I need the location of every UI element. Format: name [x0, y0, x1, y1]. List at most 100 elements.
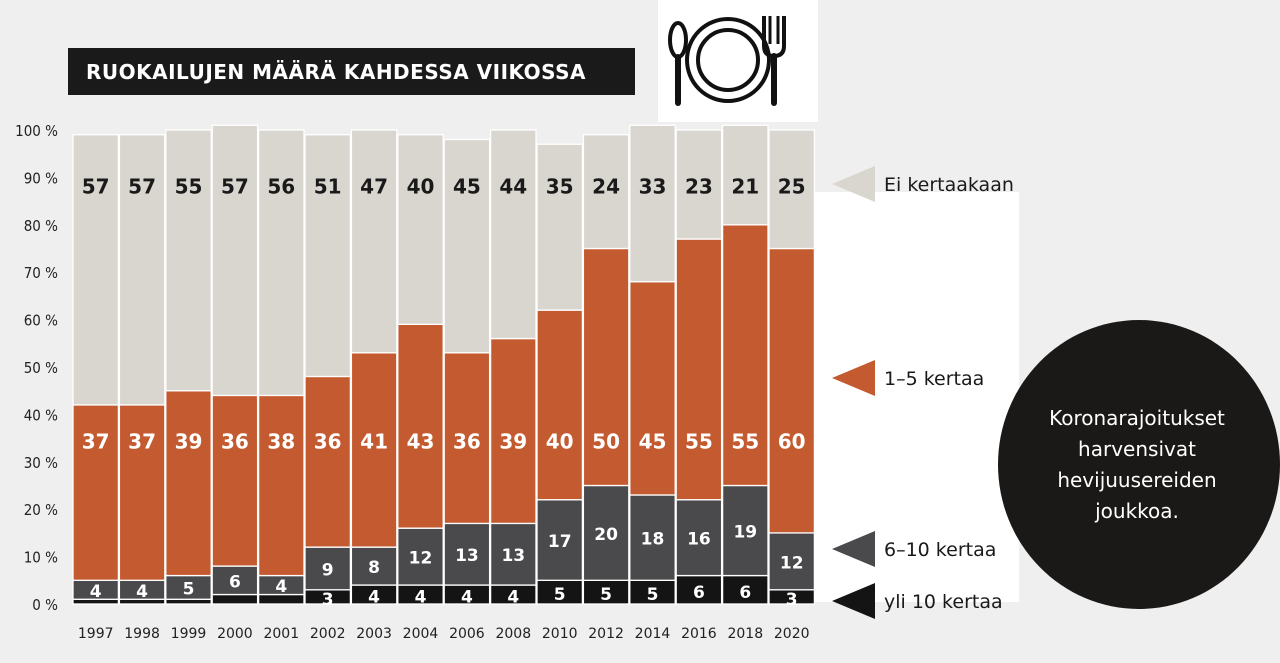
bar-segment-ei-kertaakaan-2014 [629, 124, 676, 283]
data-label-yli-10-kertaa-2010: 5 [554, 585, 566, 605]
data-label-6-10-kertaa-2016: 16 [687, 530, 711, 550]
legend-panel [812, 192, 1019, 602]
y-tick-label-60: 60 % [24, 312, 58, 330]
data-label-ei-kertaakaan-2010: 35 [546, 175, 574, 199]
data-label-ei-kertaakaan-1998: 57 [128, 175, 156, 199]
data-label-6-10-kertaa-2002: 9 [322, 560, 334, 580]
x-tick-label-1999: 1999 [171, 626, 207, 642]
y-tick-label-100: 100 % [15, 122, 58, 140]
data-label-yli-10-kertaa-2006: 4 [461, 588, 473, 608]
bar-segment-yli-10-kertaa-2000 [211, 593, 259, 605]
bar-segment-6-10-kertaa-2020 [768, 532, 816, 591]
callout-bubble: Koronarajoitukset harvensivat hevijuuser… [998, 320, 1280, 609]
bar-segment-ei-kertaakaan-1999 [165, 129, 212, 392]
bar-segment-1-5-kertaa-2001 [257, 394, 305, 577]
data-label-1-5-kertaa-2014: 45 [639, 430, 667, 454]
data-label-ei-kertaakaan-1997: 57 [82, 175, 110, 199]
data-label-6-10-kertaa-1997: 4 [90, 582, 102, 602]
bar-segment-ei-kertaakaan-2010 [536, 143, 584, 311]
bar-segment-6-10-kertaa-2016 [675, 499, 723, 577]
y-tick-label-40: 40 % [24, 406, 58, 424]
bar-segment-6-10-kertaa-2014 [629, 494, 676, 581]
data-label-1-5-kertaa-2018: 55 [731, 430, 759, 454]
x-tick-label-2000: 2000 [217, 626, 253, 642]
data-label-ei-kertaakaan-2018: 21 [731, 175, 759, 199]
data-label-6-10-kertaa-2003: 8 [368, 558, 380, 578]
x-axis-ticks: 1997 1998 1999 2000 2001 2002 2003 2004 2006 2008… [78, 626, 810, 642]
chart-title-banner: RUOKAILUJEN MÄÄRÄ KAHDESSA VIIKOSSA [68, 48, 635, 95]
bar-segment-1-5-kertaa-2020 [768, 247, 816, 534]
y-tick-label-20: 20 % [24, 501, 58, 519]
data-label-1-5-kertaa-2000: 36 [221, 430, 249, 454]
bar-segment-1-5-kertaa-2004 [397, 323, 444, 529]
y-axis-ticks: 0 % 10 % 20 % 30 % 40 % 50 % 60 % 70 % 80 % 90 % 1… [15, 122, 58, 614]
data-label-yli-10-kertaa-2003: 4 [368, 588, 380, 608]
legend-marker-6-10-kertaa [832, 531, 875, 567]
data-label-ei-kertaakaan-2008: 44 [499, 175, 527, 199]
bar-segment-1-5-kertaa-1999 [165, 390, 212, 577]
bar-segment-6-10-kertaa-2006 [443, 522, 491, 586]
data-label-yli-10-kertaa-2002: 3 [322, 590, 334, 610]
data-label-1-5-kertaa-2012: 50 [592, 430, 620, 454]
data-label-ei-kertaakaan-2016: 23 [685, 175, 713, 199]
legend-marker-ei-kertaakaan [832, 166, 875, 202]
data-label-1-5-kertaa-2010: 40 [546, 430, 574, 454]
y-tick-label-10: 10 % [24, 549, 58, 567]
data-label-6-10-kertaa-2012: 20 [594, 525, 618, 545]
x-tick-label-2001: 2001 [263, 626, 299, 642]
bar-segment-6-10-kertaa-2010 [536, 499, 584, 581]
bar-segment-ei-kertaakaan-1998 [118, 134, 166, 406]
legend-label-ei-kertaakaan: Ei kertaakaan [884, 174, 1014, 196]
data-label-6-10-kertaa-2010: 17 [548, 532, 572, 552]
bar-segment-6-10-kertaa-2000 [211, 565, 259, 596]
bar-segment-ei-kertaakaan-2000 [211, 124, 259, 397]
bar-segment-ei-kertaakaan-2016 [675, 129, 723, 240]
data-label-6-10-kertaa-2020: 12 [780, 553, 804, 573]
x-tick-label-2014: 2014 [635, 626, 671, 642]
bar-segment-ei-kertaakaan-2008 [489, 129, 537, 340]
data-label-1-5-kertaa-1999: 39 [175, 430, 203, 454]
x-tick-label-2002: 2002 [310, 626, 346, 642]
bar-segment-yli-10-kertaa-1999 [165, 598, 212, 605]
data-label-yli-10-kertaa-2008: 4 [507, 588, 519, 608]
y-tick-label-80: 80 % [24, 217, 58, 235]
x-tick-label-2010: 2010 [542, 626, 578, 642]
bar-segment-yli-10-kertaa-2018 [721, 574, 769, 605]
legend-marker-yli-10-kertaa [832, 583, 875, 619]
legend-marker-1-5-kertaa [832, 360, 875, 396]
callout-text: Koronarajoitukset harvensivat hevijuuser… [1049, 405, 1225, 523]
data-label-ei-kertaakaan-2012: 24 [592, 175, 620, 199]
data-label-yli-10-kertaa-2012: 5 [600, 585, 612, 605]
x-tick-label-2003: 2003 [356, 626, 392, 642]
data-label-ei-kertaakaan-2004: 40 [407, 175, 435, 199]
bar-segment-ei-kertaakaan-2003 [350, 129, 398, 354]
data-label-6-10-kertaa-2004: 12 [409, 549, 433, 569]
data-label-1-5-kertaa-1998: 37 [128, 430, 156, 454]
bar-segment-ei-kertaakaan-2004 [397, 134, 444, 325]
data-label-yli-10-kertaa-2004: 4 [415, 588, 427, 608]
data-label-1-5-kertaa-2020: 60 [778, 430, 806, 454]
data-label-yli-10-kertaa-2016: 6 [693, 583, 705, 603]
data-label-1-5-kertaa-2004: 43 [407, 430, 435, 454]
data-label-ei-kertaakaan-2000: 57 [221, 175, 249, 199]
bar-segment-6-10-kertaa-2002 [304, 546, 352, 591]
x-tick-label-2016: 2016 [681, 626, 717, 642]
data-label-6-10-kertaa-2008: 13 [501, 546, 525, 566]
x-tick-label-1997: 1997 [78, 626, 114, 642]
bar-segment-6-10-kertaa-2004 [397, 527, 444, 586]
legend-label-6-10-kertaa: 6–10 kertaa [884, 539, 996, 561]
x-tick-label-2012: 2012 [588, 626, 624, 642]
data-label-1-5-kertaa-2002: 36 [314, 430, 342, 454]
bar-segment-yli-10-kertaa-2016 [675, 574, 723, 605]
bar-segment-1-5-kertaa-2000 [211, 394, 259, 567]
data-label-ei-kertaakaan-2003: 47 [360, 175, 388, 199]
data-label-6-10-kertaa-2001: 4 [275, 577, 287, 597]
data-label-6-10-kertaa-2018: 19 [733, 523, 757, 543]
bar-segment-1-5-kertaa-1997 [72, 404, 120, 581]
x-tick-label-2018: 2018 [727, 626, 763, 642]
y-tick-label-30: 30 % [24, 454, 58, 472]
data-label-yli-10-kertaa-2020: 3 [786, 590, 798, 610]
bar-segment-1-5-kertaa-2016 [675, 238, 723, 501]
segment-labels-layer: 4375743757539556365743856393651484147412… [82, 175, 806, 610]
